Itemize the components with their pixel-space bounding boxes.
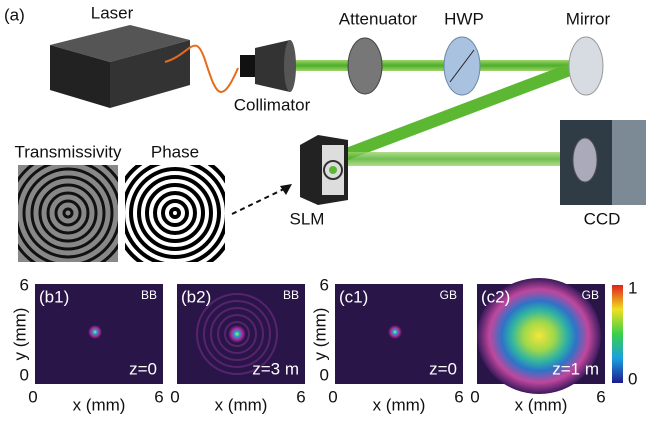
x-tick: 0 [470,387,479,406]
x-label: x (mm) [215,395,268,414]
mirror [569,37,603,95]
pattern-label: Transmissivity [14,142,122,161]
y-label: y (mm) [10,308,29,361]
panel-label: (c2) [481,287,510,306]
x-label: x (mm) [373,395,426,414]
x-label: x (mm) [73,395,126,414]
beam-type: BB [283,288,299,302]
component-label: SLM [290,209,325,228]
y-tick: 6 [320,275,329,294]
slm [300,135,348,205]
component-label: Laser [91,3,134,22]
pattern-label: Phase [151,142,199,161]
component-label: HWP [444,9,484,28]
component-label: Collimator [234,95,311,114]
arrow [232,188,286,214]
z-label: z=3 m [252,359,299,378]
z-label: z=0 [429,359,457,378]
figure: (a) Laser Collimator Attenuator HWP Mirr… [0,0,646,423]
component-label: Mirror [566,9,611,28]
beam [290,60,590,71]
panel-label: (a) [4,5,25,24]
laser [50,25,238,108]
x-tick: 0 [170,387,179,406]
colorbar-tick: 1 [628,278,637,297]
beam-type: BB [141,288,157,302]
colorbar [612,285,623,383]
hwp [444,37,480,95]
x-tick: 6 [454,387,463,406]
patterns [8,153,235,273]
beam-spot [228,325,246,343]
x-label: x (mm) [515,395,568,414]
colorbar-tick: 0 [628,369,637,388]
y-tick: 0 [320,365,329,384]
beam-spot [388,325,402,339]
beam-spot [88,325,102,339]
x-tick: 0 [28,387,37,406]
z-label: z=1 m [552,359,599,378]
y-tick: 6 [20,275,29,294]
x-tick: 6 [296,387,305,406]
beam-type: GB [582,288,599,302]
ccd [560,120,646,205]
y-tick: 0 [20,365,29,384]
x-tick: 6 [596,387,605,406]
panel-label: (b2) [181,287,211,306]
beam-type: GB [440,288,457,302]
panel-label: (b1) [39,287,69,306]
x-tick: 6 [154,387,163,406]
panel-label: (c1) [339,287,368,306]
beam [335,152,585,166]
component-label: CCD [584,209,621,228]
x-tick: 0 [328,387,337,406]
collimator [240,40,296,92]
component-label: Attenuator [339,9,418,28]
z-label: z=0 [129,359,157,378]
attenuator [348,38,382,94]
y-label: y (mm) [310,308,329,361]
